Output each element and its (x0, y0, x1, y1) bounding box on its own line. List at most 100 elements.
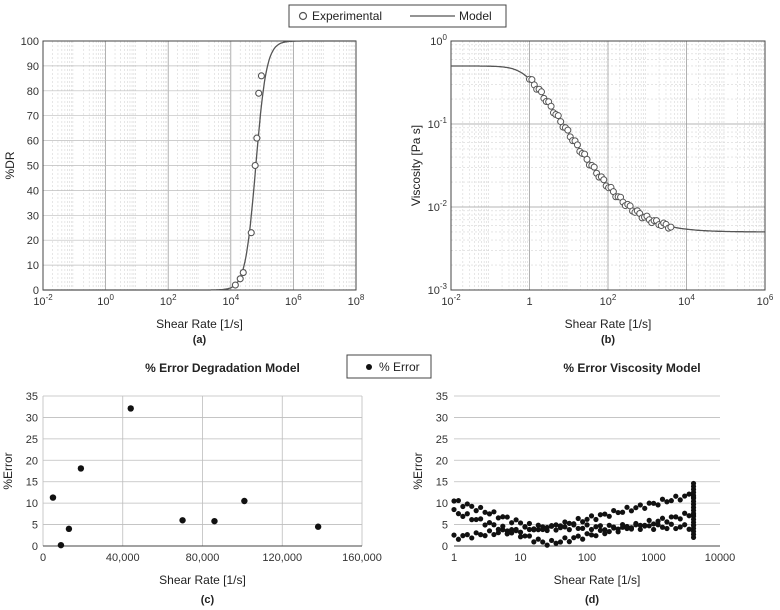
x-axis-title: Shear Rate [1/s] (565, 317, 652, 331)
experimental-point (236, 275, 244, 283)
x-tick-label: 104 (222, 293, 239, 308)
legend-model-label: Model (459, 9, 492, 23)
error-point (606, 528, 612, 535)
error-point (482, 522, 488, 528)
error-point (548, 523, 555, 529)
y-tick-label: 80 (27, 86, 39, 98)
x-tick-label: 40,000 (106, 552, 140, 564)
experimental-point (255, 89, 263, 97)
error-point (690, 480, 697, 487)
panel-caption: (d) (585, 594, 599, 606)
x-tick-label: 80,000 (186, 552, 220, 564)
error-point (478, 516, 484, 522)
legend-error-marker-icon (366, 364, 372, 370)
error-point (655, 522, 661, 528)
error-point (241, 497, 248, 505)
error-point (588, 526, 595, 533)
error-point (597, 523, 603, 529)
y-tick-label: 10 (27, 260, 39, 272)
error-point (522, 524, 528, 530)
error-point (580, 536, 586, 542)
error-point (491, 531, 497, 538)
x-tick-label: 1 (451, 552, 457, 564)
error-point (455, 497, 462, 504)
error-point (455, 511, 462, 517)
x-tick-label: 100 (97, 293, 114, 308)
y-tick-label: 0 (442, 541, 448, 553)
error-point (637, 502, 643, 508)
y-tick-label: 10 (26, 498, 38, 510)
error-point (673, 525, 679, 532)
error-point (464, 532, 470, 538)
error-point (571, 535, 577, 541)
error-point (580, 525, 586, 531)
error-point (602, 531, 608, 537)
y-tick-label: 20 (27, 235, 39, 247)
error-point (486, 511, 493, 517)
error-point (575, 515, 581, 522)
x-tick-label: 0 (40, 552, 46, 564)
error-point (664, 499, 670, 505)
error-point (597, 527, 603, 533)
x-tick-label: 106 (757, 293, 774, 308)
y-tick-label: 30 (27, 210, 39, 222)
error-point (486, 520, 493, 526)
chart-panel-c: 0 5 10 15 20 25 30 35 0 40,000 80,000 120,000 160,00… (1, 361, 382, 606)
error-point (562, 524, 568, 530)
x-tick-label: 10000 (705, 552, 736, 564)
error-point (562, 519, 568, 525)
error-point (482, 509, 488, 515)
error-point (602, 527, 608, 533)
legend-error-label: % Error (379, 360, 420, 374)
error-point (504, 531, 510, 537)
legend-bottom-box (346, 354, 432, 379)
error-point (535, 536, 541, 542)
error-point (651, 526, 657, 533)
experimental-point (590, 163, 598, 171)
x-tick-label: 100 (578, 552, 596, 564)
chart-panel-d: 0 5 10 15 20 25 30 35 1 10 100 1000 10000 % Error Vis… (411, 361, 735, 606)
y-axis-title: %Error (411, 452, 425, 489)
legend-bottom: % Error (346, 354, 432, 379)
error-point (526, 526, 533, 533)
error-point (673, 514, 679, 520)
y-axis-title: Viscosity [Pa s] (409, 125, 423, 206)
error-point (624, 504, 630, 510)
y-tick-label: 35 (436, 391, 448, 403)
error-point (628, 525, 635, 531)
panel-caption: (b) (601, 334, 615, 346)
error-point (478, 532, 484, 538)
error-point (562, 535, 568, 541)
error-point (509, 520, 515, 526)
error-point (509, 527, 515, 533)
y-axis-title: %DR (3, 151, 17, 179)
y-tick-label: 100 (21, 36, 39, 48)
error-point (575, 525, 581, 532)
y-tick-label: 25 (26, 434, 38, 446)
model-line (43, 40, 356, 291)
error-point (526, 520, 533, 527)
x-tick-label: 160,000 (342, 552, 382, 564)
error-point (606, 522, 612, 528)
error-point (522, 533, 528, 539)
y-tick-label: 40 (27, 185, 39, 197)
error-point (557, 523, 564, 529)
error-point (619, 509, 626, 515)
experimental-point (253, 134, 261, 142)
error-point (611, 507, 617, 514)
legend-experimental-label: Experimental (312, 9, 382, 23)
y-tick-label: 10-2 (428, 199, 448, 214)
error-point (500, 527, 506, 533)
error-point (464, 501, 470, 507)
error-point (677, 524, 683, 530)
y-tick-label: 30 (26, 412, 38, 424)
experimental-point (257, 72, 265, 80)
error-point (580, 519, 586, 525)
legend-top-box (288, 4, 507, 28)
experimental-point (547, 102, 555, 110)
error-point (602, 511, 608, 517)
x-tick-label: 102 (600, 293, 617, 308)
error-point (460, 503, 466, 510)
error-point (664, 519, 670, 525)
error-point (659, 496, 666, 502)
